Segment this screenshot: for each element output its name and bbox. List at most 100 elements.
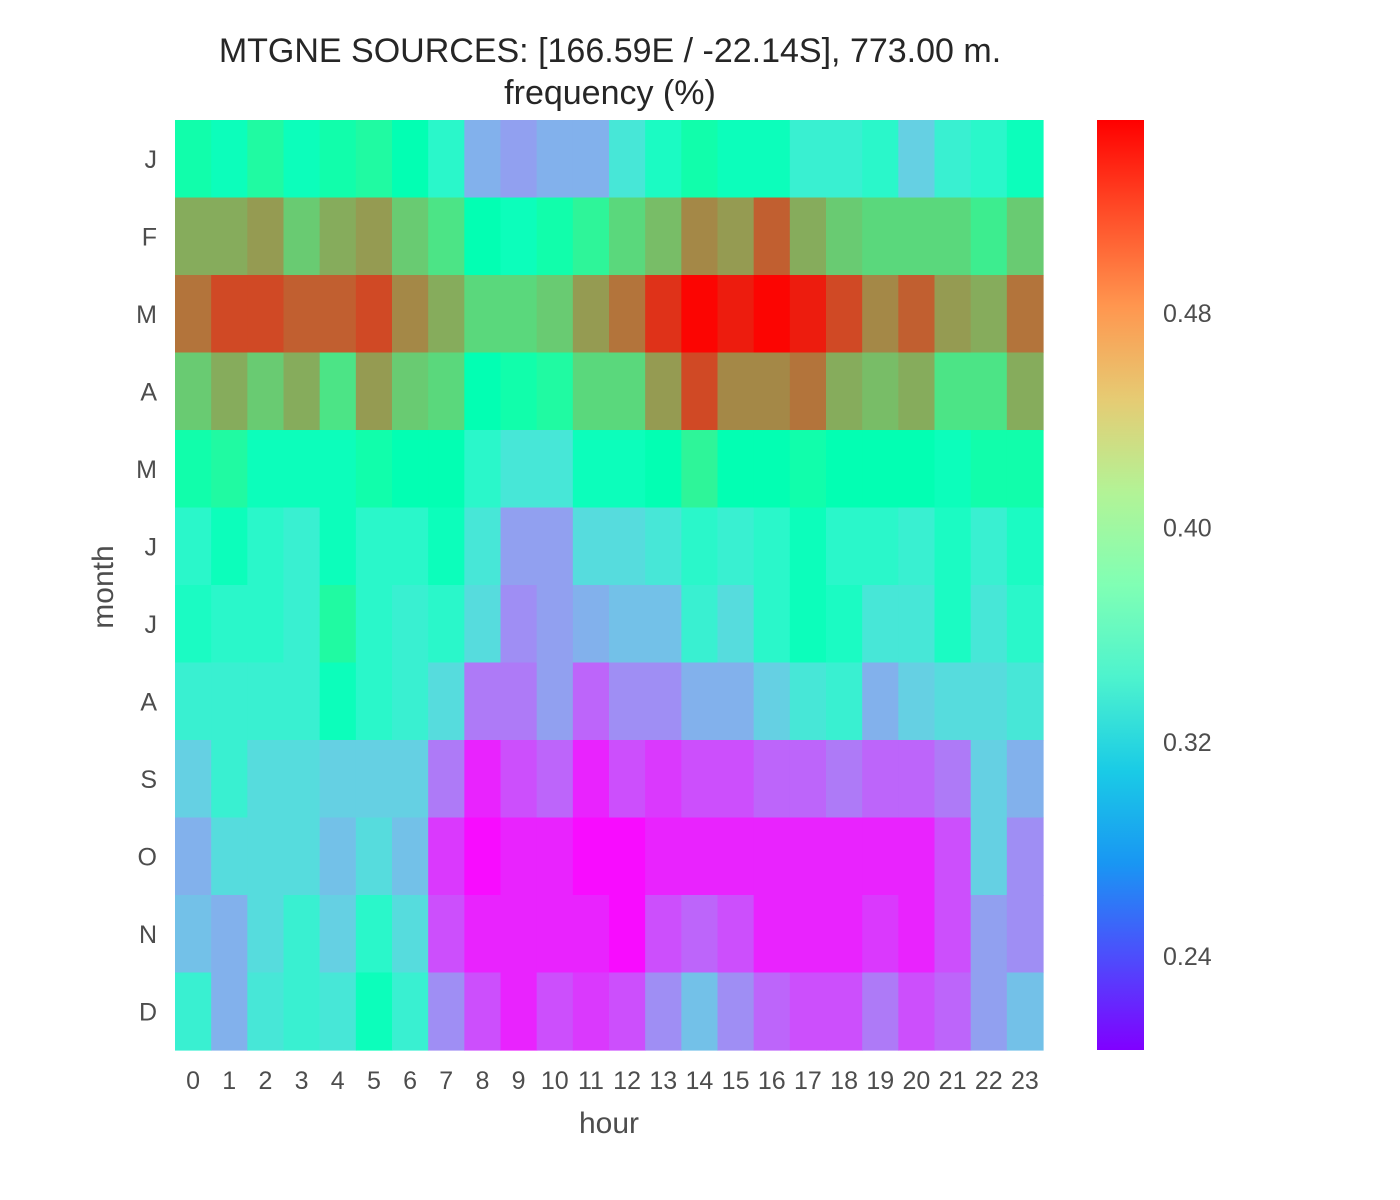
heatmap-cell [464,585,502,664]
heatmap-cell [464,817,502,896]
heatmap-cell [500,352,538,431]
heatmap-cell [717,740,755,819]
x-tick-label: 6 [403,1067,417,1095]
heatmap-cell [934,197,972,276]
heatmap-cell [609,585,646,664]
heatmap-cell [970,120,1008,199]
heatmap-cell [609,662,646,741]
heatmap-cell [898,197,936,276]
y-tick-label: M [136,301,157,329]
heatmap-cell [826,430,863,509]
heatmap-cell [645,275,682,354]
x-tick-label: 4 [331,1067,345,1095]
heatmap-cell [464,895,502,974]
heatmap-cell [789,507,827,586]
heatmap-cell [247,275,285,354]
heatmap-cell [247,972,285,1051]
heatmap-cell [681,740,719,819]
heatmap-cell [319,275,357,354]
y-tick-label: J [145,146,158,174]
heatmap-cell [609,275,646,354]
heatmap-cell [1006,352,1044,431]
heatmap-cell [1006,817,1044,896]
heatmap-cell [211,817,248,896]
heatmap-cell [283,197,321,276]
heatmap-cell [392,895,429,974]
heatmap-cell [934,507,972,586]
heatmap-cell [898,662,936,741]
chart-subtitle: frequency (%) [504,74,716,112]
heatmap-cell [681,895,719,974]
heatmap-cell [355,352,393,431]
heatmap-cell [753,972,791,1051]
heatmap-cell [536,740,574,819]
heatmap-cell [211,895,248,974]
heatmap-cell [753,507,791,586]
heatmap-cell [247,895,285,974]
heatmap-cell [175,120,212,199]
heatmap-cell [862,662,899,741]
heatmap-cell [753,585,791,664]
heatmap-cell [970,507,1008,586]
heatmap-cell [572,275,610,354]
heatmap-cells [175,120,1044,1051]
heatmap-cell [500,817,538,896]
heatmap-cell [211,507,248,586]
heatmap-cell [681,197,719,276]
heatmap-cell [428,740,465,819]
heatmap-cell [175,197,212,276]
heatmap-cell [789,585,827,664]
heatmap-cell [1006,275,1044,354]
heatmap-cell [645,662,682,741]
heatmap-cell [211,275,248,354]
y-tick-label: J [145,611,158,639]
heatmap-cell [500,662,538,741]
heatmap-cell [355,197,393,276]
heatmap-cell [392,197,429,276]
heatmap-cell [1006,895,1044,974]
heatmap-cell [717,120,755,199]
heatmap-cell [247,817,285,896]
heatmap-cell [536,430,574,509]
chart-title: MTGNE SOURCES: [166.59E / -22.14S], 773.… [218,32,1002,70]
heatmap-cell [283,507,321,586]
y-tick-label: N [139,921,157,949]
heatmap-cell [392,972,429,1051]
heatmap-cell [681,817,719,896]
heatmap-cell [609,352,646,431]
heatmap-cell [319,430,357,509]
heatmap-cell [392,430,429,509]
heatmap-cell [283,895,321,974]
heatmap-cell [536,895,574,974]
x-tick-label: 23 [1011,1067,1039,1095]
heatmap-cell [826,972,863,1051]
heatmap-cell [428,662,465,741]
heatmap-cell [898,972,936,1051]
heatmap-cell [572,972,610,1051]
heatmap-cell [428,585,465,664]
heatmap-cell [500,507,538,586]
heatmap-cell [1006,972,1044,1051]
heatmap-cell [211,662,248,741]
heatmap-cell [970,197,1008,276]
colorbar-tick-label: 0.32 [1163,729,1212,757]
heatmap-cell [572,197,610,276]
heatmap-cell [536,817,574,896]
heatmap-cell [717,817,755,896]
heatmap-cell [428,507,465,586]
heatmap-cell [898,430,936,509]
heatmap-cell [934,430,972,509]
heatmap-cell [862,120,899,199]
heatmap-cell [175,972,212,1051]
heatmap-cell [464,662,502,741]
heatmap-cell [355,817,393,896]
heatmap-cell [247,507,285,586]
x-tick-label: 12 [613,1067,641,1095]
heatmap-cell [536,275,574,354]
heatmap-cell [862,817,899,896]
heatmap-cell [247,120,285,199]
heatmap-cell [717,352,755,431]
heatmap-cell [681,972,719,1051]
y-tick-label: J [145,533,158,561]
heatmap-cell [609,817,646,896]
